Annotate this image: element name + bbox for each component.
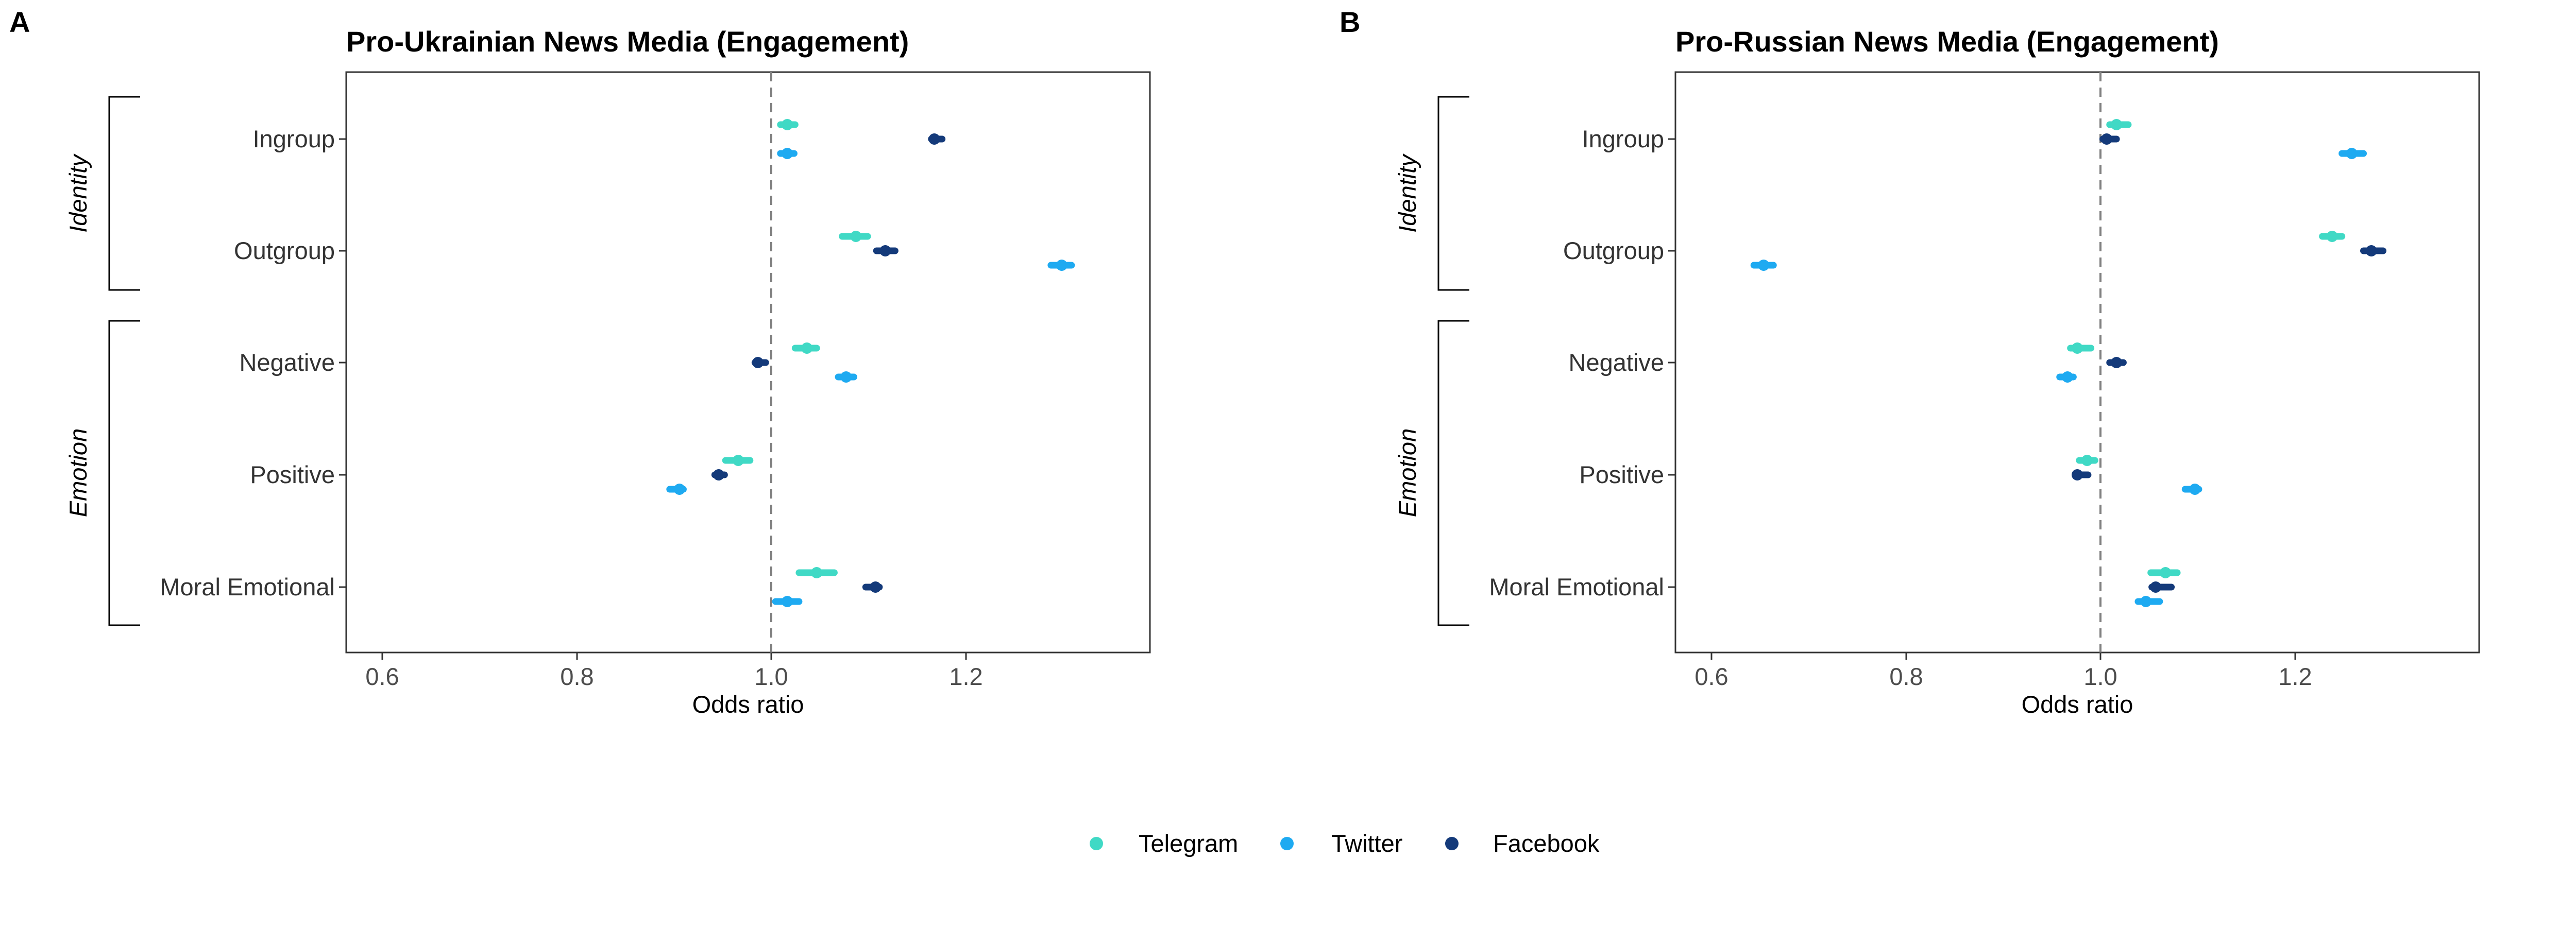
category-label-ingroup-a: Ingroup [253,125,335,152]
identity-bracket-a [108,96,140,291]
data-point-twitter [1056,260,1067,271]
data-point-facebook [2101,133,2113,145]
category-label-outgroup-a: Outgroup [234,237,335,264]
data-point-twitter [2189,484,2201,495]
data-point-twitter [2346,148,2358,159]
data-marks-b [1750,119,2387,607]
identity-label-a: Identity [64,153,92,233]
data-point-facebook [870,581,882,593]
legend-label-facebook: Facebook [1493,830,1600,857]
x-ticks-a [381,653,967,660]
x-tick-label: 0.6 [365,663,399,690]
data-point-telegram [850,231,862,242]
data-marks-a [666,119,1075,607]
identity-label-b: Identity [1394,153,1421,233]
data-point-telegram [2326,231,2338,242]
x-axis-title-a: Odds ratio [692,691,804,718]
y-ticks-b [1668,138,1675,588]
category-label-negative-b: Negative [1569,349,1665,376]
data-point-facebook [2072,469,2083,480]
data-point-twitter [1758,260,1770,271]
category-label-positive-a: Positive [250,461,335,488]
emotion-label-b: Emotion [1394,428,1421,517]
legend: Telegram Twitter Facebook [1090,830,1600,857]
data-point-telegram [2081,455,2093,466]
plot-frame-b [1674,71,2480,654]
x-ticks-b [1710,653,2296,660]
panel-letter-a: A [9,6,30,38]
data-point-telegram [732,455,744,466]
legend-key-twitter [1280,837,1294,850]
panel-a: A Pro-Ukrainian News Media (Engagement) … [9,6,1151,718]
data-point-twitter [782,148,793,159]
data-point-twitter [673,484,685,495]
data-point-telegram [2072,342,2083,354]
panel-title-b: Pro-Russian News Media (Engagement) [1675,25,2219,58]
data-point-facebook [2150,581,2162,593]
category-label-positive-b: Positive [1579,461,1664,488]
x-axis-title-b: Odds ratio [2022,691,2133,718]
data-point-telegram [2111,119,2123,130]
data-point-twitter [840,371,852,383]
data-point-twitter [2140,596,2152,607]
y-ticks-a [339,138,346,588]
emotion-bracket-b [1437,320,1469,626]
category-label-outgroup-b: Outgroup [1563,237,1664,264]
x-tick-label: 0.8 [560,663,594,690]
panel-title-a: Pro-Ukrainian News Media (Engagement) [346,25,909,58]
legend-key-facebook [1445,837,1459,850]
data-point-twitter [2061,371,2073,383]
data-point-facebook [713,469,724,480]
plot-frame-a [345,71,1151,654]
data-point-telegram [811,567,823,578]
identity-bracket-b [1437,96,1469,291]
data-point-facebook [2365,245,2377,256]
x-tick-label: 1.0 [754,663,788,690]
category-label-ingroup-b: Ingroup [1582,125,1664,152]
x-tick-label: 0.8 [1889,663,1923,690]
data-point-facebook [752,357,764,368]
data-point-telegram [801,342,813,354]
emotion-bracket-a [108,320,140,626]
data-point-telegram [2160,567,2172,578]
legend-label-telegram: Telegram [1139,830,1238,857]
x-tick-label: 1.2 [949,663,982,690]
legend-label-twitter: Twitter [1331,830,1402,857]
panel-b: B Pro-Russian News Media (Engagement) Id… [1340,6,2480,718]
data-point-facebook [879,245,891,256]
x-tick-label: 1.2 [2278,663,2312,690]
category-label-moral-emotional-a: Moral Emotional [160,573,335,600]
x-tick-label: 0.6 [1694,663,1728,690]
emotion-label-a: Emotion [64,428,92,517]
data-point-facebook [928,133,940,145]
data-point-facebook [2111,357,2123,368]
data-point-telegram [782,119,793,130]
legend-key-telegram [1090,837,1103,850]
x-tick-label: 1.0 [2083,663,2117,690]
category-label-moral-emotional-b: Moral Emotional [1489,573,1664,600]
data-point-twitter [782,596,793,607]
panel-letter-b: B [1340,6,1360,38]
category-label-negative-a: Negative [240,349,335,376]
